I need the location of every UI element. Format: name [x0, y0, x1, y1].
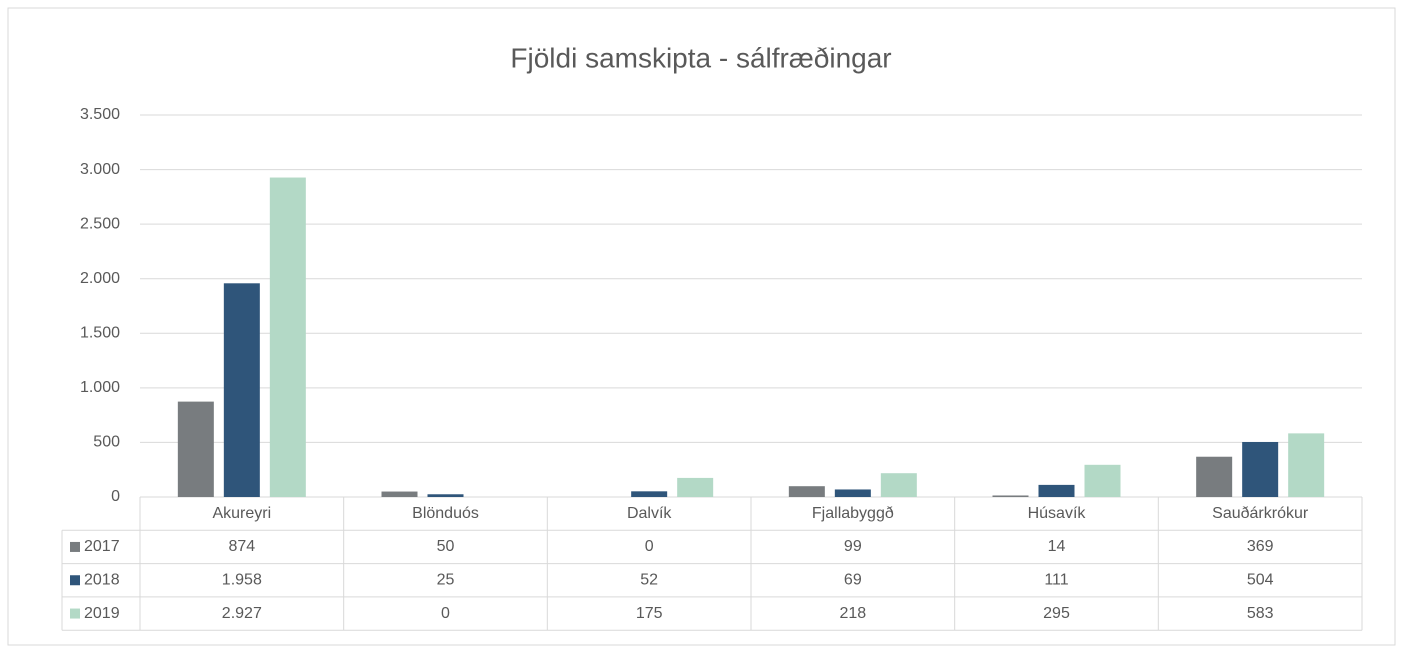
- table-value: 369: [1247, 538, 1274, 555]
- bar: [1038, 484, 1075, 497]
- table-value: 218: [839, 605, 866, 622]
- x-tick-label: Húsavík: [1028, 505, 1087, 522]
- table-value: 25: [437, 571, 455, 588]
- bar: [1242, 441, 1279, 497]
- x-tick-label: Fjallabyggð: [812, 505, 894, 522]
- table-value: 175: [636, 605, 663, 622]
- table-value: 0: [441, 605, 450, 622]
- table-value: 52: [640, 571, 658, 588]
- bar: [677, 477, 714, 497]
- table-value: 99: [844, 538, 862, 555]
- y-tick-label: 3.000: [80, 161, 120, 178]
- chart-border: [7, 7, 1396, 646]
- table-value: 583: [1247, 605, 1274, 622]
- table-value: 50: [437, 538, 455, 555]
- legend-marker: [70, 575, 80, 586]
- y-tick-label: 3.500: [80, 106, 120, 123]
- bar: [1196, 456, 1233, 497]
- bar: [1084, 464, 1121, 497]
- legend-label: 2017: [84, 538, 120, 555]
- chart-title: Fjöldi samskipta - sálfræðingar: [510, 42, 891, 73]
- bar: [269, 177, 306, 497]
- table-value: 0: [645, 538, 654, 555]
- bar: [834, 489, 871, 497]
- y-tick-label: 500: [93, 434, 120, 451]
- x-tick-label: Akureyri: [212, 505, 271, 522]
- bar: [223, 283, 260, 497]
- y-tick-label: 0: [111, 488, 120, 505]
- table-value: 111: [1044, 571, 1068, 588]
- legend-marker: [70, 541, 80, 552]
- table-value: 2.927: [222, 605, 262, 622]
- bar: [1288, 433, 1325, 497]
- table-value: 69: [844, 571, 862, 588]
- bar: [992, 495, 1029, 497]
- table-value: 504: [1247, 571, 1274, 588]
- y-tick-label: 2.500: [80, 215, 120, 232]
- bar: [177, 401, 214, 497]
- table-value: 1.958: [222, 571, 262, 588]
- bar: [427, 494, 464, 497]
- y-tick-label: 1.500: [80, 325, 120, 342]
- legend-label: 2019: [84, 605, 120, 622]
- table-value: 14: [1048, 538, 1066, 555]
- x-tick-label: Dalvík: [627, 505, 672, 522]
- bar: [381, 491, 418, 497]
- x-tick-label: Sauðárkrókur: [1212, 505, 1309, 522]
- bar: [788, 486, 825, 497]
- y-tick-label: 1.000: [80, 379, 120, 396]
- x-tick-label: Blönduós: [412, 505, 479, 522]
- y-tick-label: 2.000: [80, 270, 120, 287]
- legend-marker: [70, 608, 80, 619]
- bar: [631, 491, 668, 497]
- bar: [880, 473, 917, 497]
- legend-label: 2018: [84, 571, 120, 588]
- table-value: 295: [1043, 605, 1070, 622]
- table-value: 874: [228, 538, 255, 555]
